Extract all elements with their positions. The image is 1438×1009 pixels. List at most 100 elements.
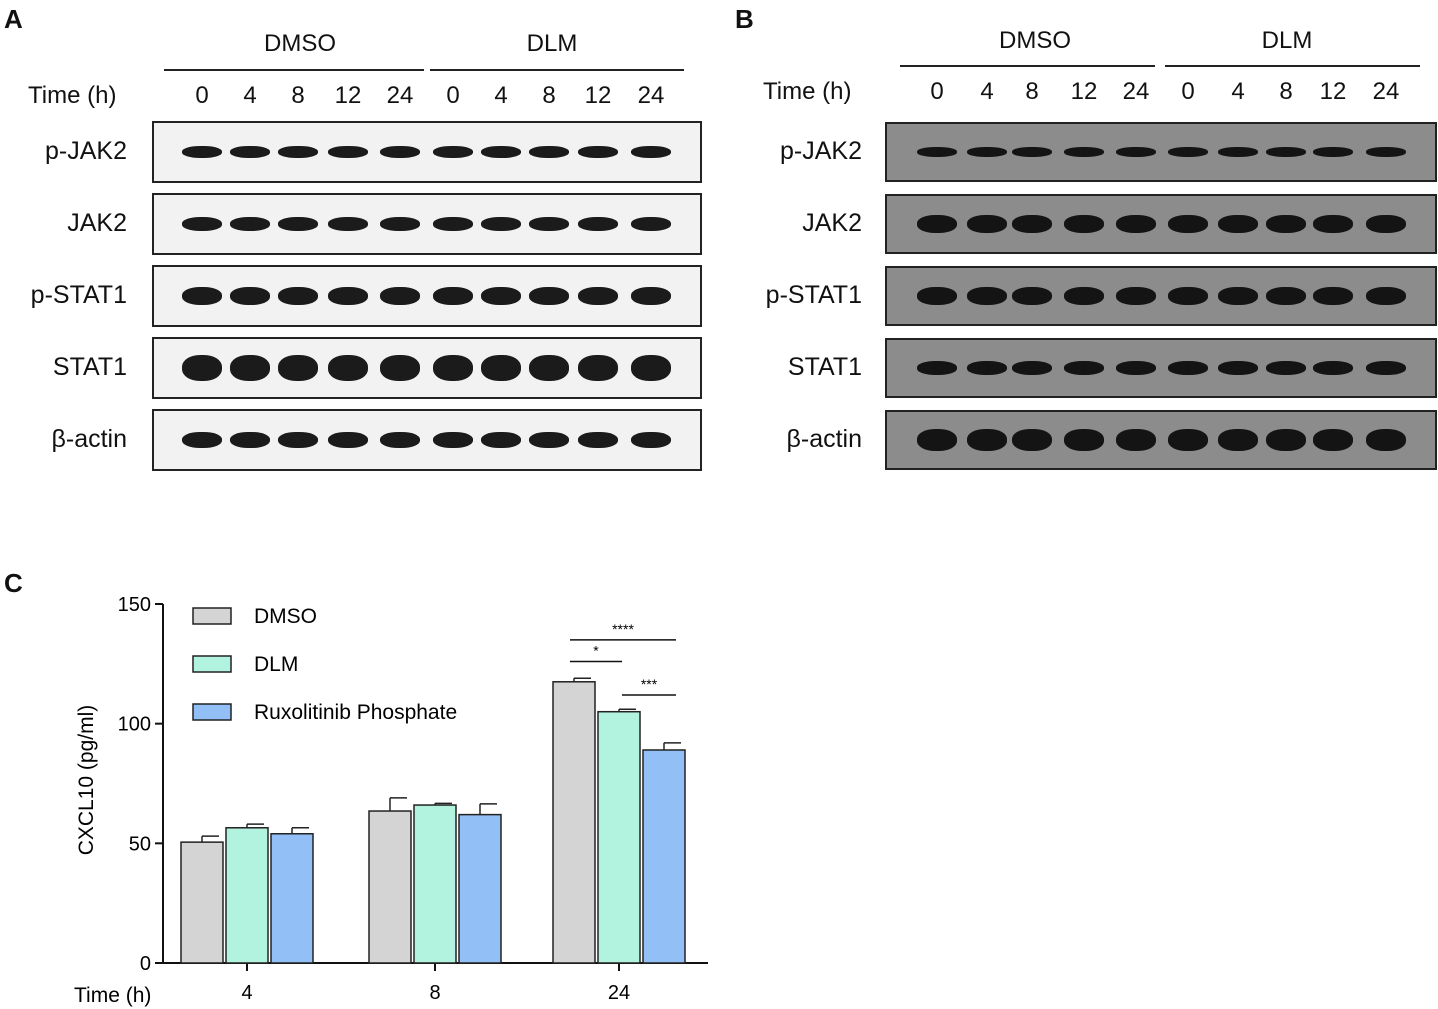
panel-a-band xyxy=(578,217,618,231)
panel-b-lane-5: 0 xyxy=(1181,78,1195,105)
panel-b-band xyxy=(1366,147,1406,157)
panel-b-band xyxy=(1313,287,1353,305)
panel-a-row-label-2: p-STAT1 xyxy=(30,281,127,309)
y-axis-label: CXCL10 (pg/ml) xyxy=(75,705,98,856)
panel-b-band xyxy=(917,287,957,305)
panel-b-band xyxy=(1012,215,1052,233)
bar-dlm xyxy=(597,710,641,964)
bar-ruxolitinib-phosphate xyxy=(458,813,502,964)
panel-a-band xyxy=(230,355,270,381)
panel-a-band xyxy=(631,217,671,231)
bar-dmso xyxy=(368,810,412,964)
panel-b-band xyxy=(1218,287,1258,305)
bar-dmso xyxy=(552,681,596,964)
panel-a-blot-2 xyxy=(152,265,702,327)
panel-b-band xyxy=(1218,147,1258,157)
x-tick-label: 4 xyxy=(241,982,252,1004)
panel-b-lane-8: 12 xyxy=(1319,78,1347,105)
panel-a-row-label-3: STAT1 xyxy=(52,353,127,381)
panel-b-blot-0 xyxy=(885,122,1437,182)
panel-a-band xyxy=(433,432,473,448)
bar-ruxolitinib-phosphate xyxy=(270,833,314,964)
panel-a-band xyxy=(328,217,368,231)
panel-b-row-label-3: STAT1 xyxy=(787,353,862,381)
panel-b-band xyxy=(1366,429,1406,451)
panel-a-band xyxy=(278,287,318,305)
panel-b-blot-1 xyxy=(885,194,1437,254)
panel-a-blot-0 xyxy=(152,121,702,183)
panel-a-band xyxy=(481,355,521,381)
panel-b-dlm-bracket xyxy=(1165,65,1420,67)
panel-b-band xyxy=(1064,215,1104,233)
panel-a-band xyxy=(529,287,569,305)
panel-a-band xyxy=(380,355,420,381)
panel-a-row-label-0: p-JAK2 xyxy=(45,137,127,165)
panel-b-band xyxy=(1313,361,1353,375)
panel-a-lane-4: 24 xyxy=(386,82,414,109)
panel-a-band xyxy=(182,217,222,231)
panel-a-lane-1: 4 xyxy=(243,82,257,109)
legend-label: Ruxolitinib Phosphate xyxy=(254,701,457,724)
panel-a-band xyxy=(631,287,671,305)
panel-b-band xyxy=(917,361,957,375)
panel-a-lane-2: 8 xyxy=(291,82,305,109)
panel-b-band xyxy=(967,147,1007,157)
panel-a-lane-3: 12 xyxy=(334,82,362,109)
panel-a-band xyxy=(380,432,420,448)
panel-b-lane-1: 4 xyxy=(980,78,994,105)
panel-a-band xyxy=(230,432,270,448)
bar-dlm xyxy=(225,827,269,964)
y-tick-label: 50 xyxy=(129,833,151,855)
panel-a-blot-4 xyxy=(152,409,702,471)
panel-a-band xyxy=(631,432,671,448)
panel-a-band xyxy=(631,355,671,381)
panel-b-band xyxy=(1313,429,1353,451)
panel-b-band xyxy=(1168,287,1208,305)
panel-b-lane-3: 12 xyxy=(1070,78,1098,105)
panel-a-band xyxy=(481,432,521,448)
panel-b-lane-2: 8 xyxy=(1025,78,1039,105)
panel-b-blot-3 xyxy=(885,338,1437,398)
panel-b-letter: B xyxy=(735,4,754,34)
panel-a-band xyxy=(578,432,618,448)
panel-c-letter: C xyxy=(4,568,23,598)
panel-b-group-dlm: DLM xyxy=(1261,27,1313,54)
panel-a-blot-3 xyxy=(152,337,702,399)
panel-a-group-dmso: DMSO xyxy=(264,30,336,57)
panel-b-band xyxy=(1168,429,1208,451)
panel-b-band xyxy=(1313,215,1353,233)
panel-b-band xyxy=(1116,429,1156,451)
panel-b-band xyxy=(967,429,1007,451)
panel-b-row-label-1: JAK2 xyxy=(802,209,862,237)
panel-b-band xyxy=(1168,215,1208,233)
panel-b-band xyxy=(1366,361,1406,375)
bar-dlm xyxy=(413,804,457,964)
panel-a-band xyxy=(182,287,222,305)
panel-b-blot-2 xyxy=(885,266,1437,326)
panel-b-band xyxy=(967,287,1007,305)
panel-a-lane-0: 0 xyxy=(195,82,209,109)
panel-b-band xyxy=(1266,361,1306,375)
panel-a-band xyxy=(328,432,368,448)
panel-b-band xyxy=(1116,361,1156,375)
y-tick-label: 0 xyxy=(140,953,151,975)
y-tick-label: 100 xyxy=(118,714,151,736)
panel-a-blot-1 xyxy=(152,193,702,255)
panel-b-dmso-bracket xyxy=(900,65,1155,67)
panel-a-band xyxy=(433,146,473,158)
legend-swatch xyxy=(192,703,232,721)
panel-b-band xyxy=(1266,215,1306,233)
panel-b-band xyxy=(1266,147,1306,157)
significance-label: *** xyxy=(641,676,658,692)
panel-a-band xyxy=(481,217,521,231)
panel-a-band xyxy=(578,146,618,158)
panel-b-row-label-4: β-actin xyxy=(786,425,862,453)
panel-b-row-label-2: p-STAT1 xyxy=(765,281,862,309)
legend-label: DLM xyxy=(254,653,298,676)
panel-b-lane-7: 8 xyxy=(1279,78,1293,105)
panel-b-lane-9: 24 xyxy=(1372,78,1400,105)
panel-b-band xyxy=(917,429,957,451)
panel-a-band xyxy=(578,355,618,381)
panel-b-band xyxy=(967,361,1007,375)
